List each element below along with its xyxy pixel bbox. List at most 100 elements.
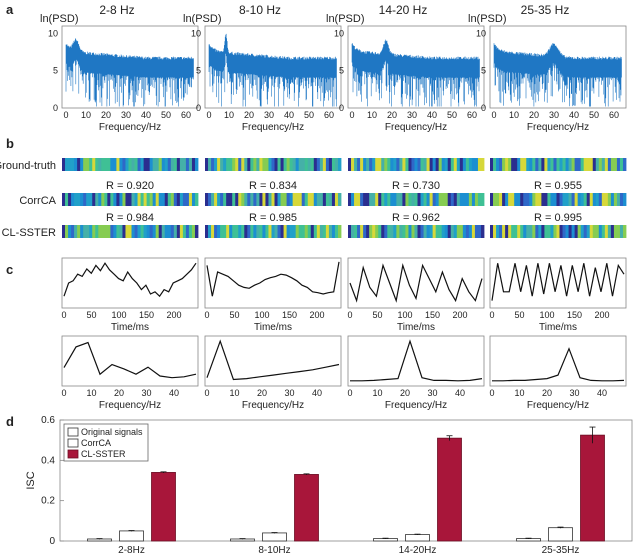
pattern-stripe [188, 225, 193, 238]
pattern-stripe [429, 158, 434, 171]
pattern-stripe [402, 158, 406, 171]
pattern-stripe [417, 225, 421, 238]
pattern-stripe [490, 193, 494, 206]
freq-xlabel: Frequency/Hz [527, 400, 589, 411]
pattern-stripe [568, 158, 572, 171]
pattern-stripe [205, 158, 209, 171]
pattern-stripe [414, 158, 418, 171]
pattern-stripe [167, 193, 172, 206]
corr-clsster: R = 0.984 [106, 212, 154, 224]
psd-xtick: 10 [224, 110, 234, 120]
pattern-stripe [77, 225, 81, 238]
corr-clsster: R = 0.985 [249, 212, 297, 224]
pattern-stripe [211, 225, 215, 238]
pattern-stripe [556, 158, 560, 171]
pattern-stripe [331, 193, 336, 206]
pattern-stripe [289, 225, 294, 238]
pattern-stripe [92, 193, 96, 206]
time-tick: 50 [86, 310, 96, 320]
pattern-stripe [390, 225, 394, 238]
pattern-stripe [301, 225, 306, 238]
pattern-stripe [589, 158, 594, 171]
pattern-stripe [450, 158, 455, 171]
pattern-stripe [502, 193, 506, 206]
pattern-stripe [128, 193, 132, 206]
pattern-stripe [301, 158, 306, 171]
pattern-stripe [354, 193, 358, 206]
freq-tick: 20 [257, 388, 267, 398]
pattern-stripe [95, 193, 99, 206]
psd-xtick: 40 [284, 110, 294, 120]
pattern-stripe [375, 193, 379, 206]
pattern-stripe [544, 158, 548, 171]
psd-xtick: 50 [161, 110, 171, 120]
pattern-stripe [354, 158, 358, 171]
pattern-stripe [414, 193, 418, 206]
pattern-stripe [83, 158, 87, 171]
pattern-stripe [598, 225, 603, 238]
pattern-stripe [514, 225, 518, 238]
pattern-stripe [462, 225, 467, 238]
pattern-stripe [316, 158, 321, 171]
isc-category-label: 25-35Hz [542, 545, 580, 555]
pattern-stripe [137, 193, 141, 206]
pattern-stripe [508, 225, 512, 238]
pattern-stripe [152, 158, 157, 171]
psd-ytick: 5 [196, 66, 201, 76]
pattern-stripe [571, 225, 576, 238]
panel-d-isc-chart: 0 0.2 0.4 0.6 ISC 2-8Hz 8-10Hz 14-20Hz 25-35Hz Or… [25, 415, 633, 555]
pattern-stripe [158, 225, 163, 238]
pattern-stripe [101, 225, 105, 238]
psd-xtick: 50 [589, 110, 599, 120]
pattern-stripe [562, 193, 566, 206]
pattern-stripe [164, 225, 169, 238]
pattern-stripe [307, 158, 312, 171]
pattern-stripe [544, 225, 548, 238]
pattern-stripe [396, 225, 400, 238]
pattern-stripe [182, 158, 187, 171]
pattern-stripe [622, 225, 627, 238]
pattern-stripe [592, 225, 597, 238]
pattern-stripe [226, 158, 230, 171]
freq-tick: 40 [169, 388, 179, 398]
psd-xtick: 10 [81, 110, 91, 120]
freq-tick: 0 [204, 388, 209, 398]
pattern-stripe [408, 193, 412, 206]
pattern-stripe [86, 193, 90, 206]
time-tick: 150 [282, 310, 297, 320]
pattern-stripe [155, 158, 160, 171]
pattern-stripe [265, 193, 269, 206]
time-tick: 0 [204, 310, 209, 320]
pattern-stripe [167, 225, 172, 238]
pattern-stripe [559, 225, 563, 238]
pattern-stripe [354, 225, 358, 238]
pattern-stripe [432, 225, 437, 238]
pattern-stripe [360, 225, 364, 238]
pattern-stripe [420, 158, 424, 171]
pattern-stripe [592, 158, 597, 171]
psd-xtick: 30 [549, 110, 559, 120]
pattern-stripe [256, 193, 260, 206]
pattern-stripe [514, 193, 518, 206]
time-trace [206, 261, 340, 297]
pattern-stripe [393, 225, 397, 238]
pattern-stripe [387, 193, 391, 206]
pattern-stripe [298, 158, 303, 171]
pattern-stripe [619, 158, 624, 171]
pattern-stripe [74, 158, 78, 171]
pattern-stripe [179, 225, 184, 238]
time-tick: 150 [139, 310, 154, 320]
pattern-stripe [429, 225, 434, 238]
pattern-stripe [399, 225, 403, 238]
pattern-stripe [83, 225, 87, 238]
freq-trace [63, 341, 197, 379]
pattern-stripe [571, 158, 576, 171]
pattern-stripe [220, 193, 224, 206]
freq-tick: 0 [489, 388, 494, 398]
pattern-stripe [155, 193, 160, 206]
pattern-stripe [173, 225, 178, 238]
pattern-stripe [550, 158, 554, 171]
pattern-stripe [292, 158, 297, 171]
time-tick: 50 [229, 310, 239, 320]
